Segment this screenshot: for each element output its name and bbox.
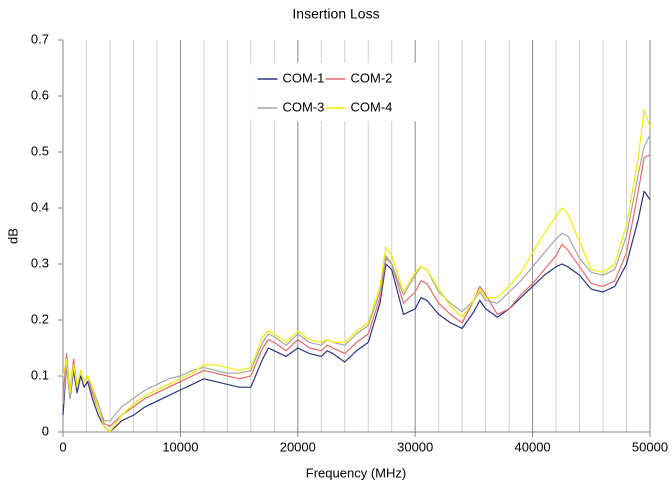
legend-label: COM-1 [283, 70, 325, 85]
series-line [62, 154, 651, 427]
x-tick-label: 20000 [280, 439, 316, 454]
x-tick-label: 50000 [632, 439, 668, 454]
y-tick-label: 0.4 [31, 199, 49, 214]
legend-label: COM-4 [351, 99, 393, 114]
x-tick-label: 10000 [162, 439, 198, 454]
legend-label: COM-2 [351, 70, 393, 85]
y-tick-label: 0.2 [31, 311, 49, 326]
y-axis-label: dB [5, 228, 20, 244]
y-tick-label: 0 [42, 423, 49, 438]
legend-box [250, 63, 421, 121]
series-line [62, 109, 651, 433]
chart-title: Insertion Loss [292, 6, 379, 22]
y-tick-label: 0.6 [31, 87, 49, 102]
y-tick-label: 0.5 [31, 143, 49, 158]
x-tick-label: 40000 [515, 439, 551, 454]
legend-label: COM-3 [283, 99, 325, 114]
x-tick-label: 0 [59, 439, 66, 454]
x-axis-label: Frequency (MHz) [306, 465, 406, 480]
y-tick-label: 0.3 [31, 255, 49, 270]
x-tick-label: 30000 [397, 439, 433, 454]
y-tick-label: 0.1 [31, 367, 49, 382]
y-tick-label: 0.7 [31, 31, 49, 46]
series-line [62, 134, 651, 422]
